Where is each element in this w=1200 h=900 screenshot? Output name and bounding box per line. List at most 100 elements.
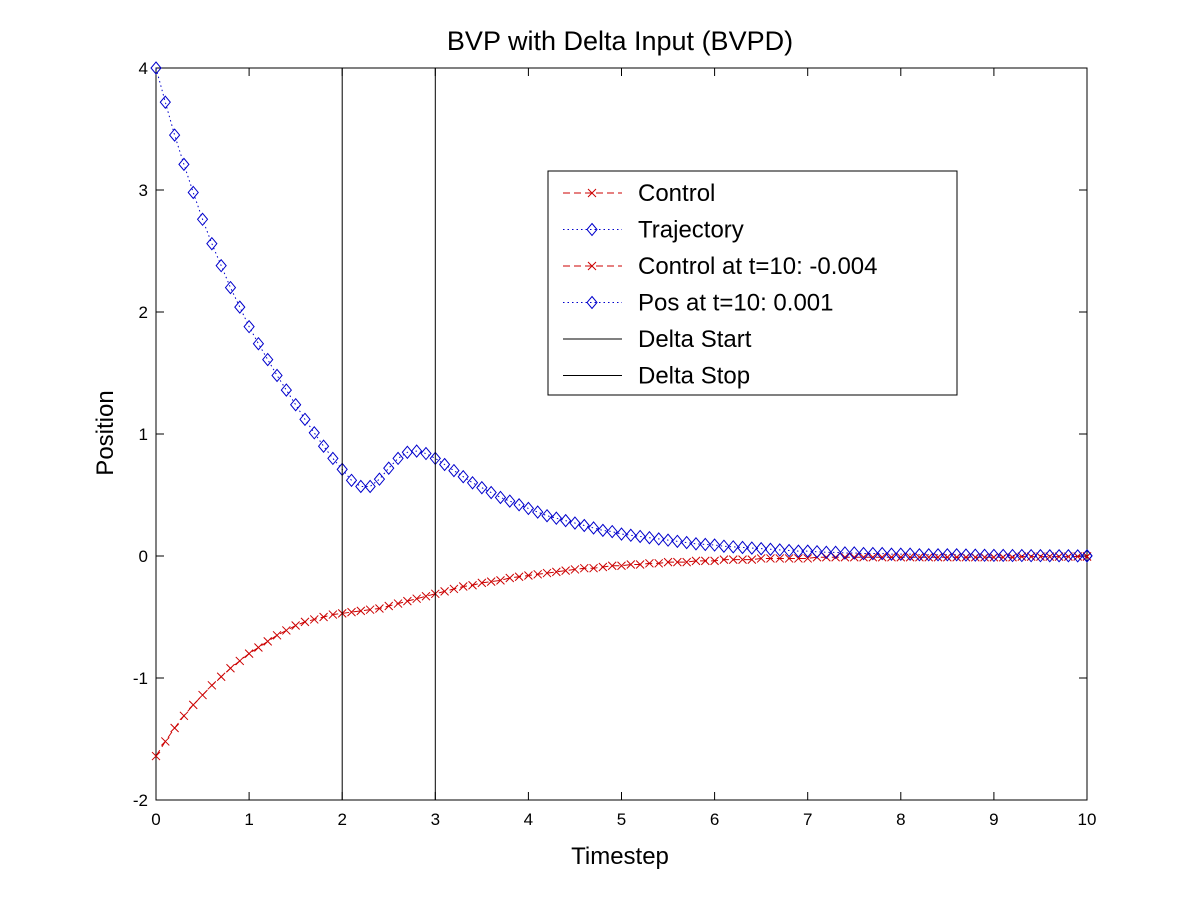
data-point <box>522 501 535 516</box>
data-point <box>365 605 375 615</box>
legend-label: Control <box>638 180 715 207</box>
data-point <box>598 562 608 572</box>
data-point <box>775 554 785 563</box>
data-point <box>496 576 505 585</box>
legend-label: Control at t=10: -0.004 <box>638 253 877 280</box>
legend-item: Pos at t=10: 0.001 <box>563 290 833 317</box>
data-point <box>951 547 963 562</box>
data-point <box>170 723 179 733</box>
data-point <box>803 554 813 563</box>
data-point <box>606 524 618 539</box>
y-tick-label: 1 <box>139 425 148 444</box>
axes: 0 1 2 3 4 5 6 7 8 9 10 -2 -1 0 1 2 3 4 <box>133 59 1097 829</box>
data-point <box>764 542 777 557</box>
data-point <box>262 352 274 367</box>
data-point <box>859 552 868 562</box>
data-point <box>653 532 665 546</box>
data-point <box>876 546 888 561</box>
data-point <box>215 258 227 273</box>
data-point <box>1036 552 1045 561</box>
chart-title: BVP with Delta Input (BVPD) <box>447 26 793 56</box>
data-point <box>289 397 302 412</box>
x-tick-label: 1 <box>244 810 253 829</box>
data-point <box>317 439 330 453</box>
data-point <box>355 479 367 494</box>
data-point <box>412 594 422 604</box>
x-tick-label: 9 <box>989 810 998 829</box>
legend-swatch-marker <box>587 261 597 271</box>
data-point <box>615 527 628 541</box>
data-point <box>392 451 404 466</box>
data-point <box>597 523 609 538</box>
data-point <box>663 557 673 567</box>
data-point <box>252 336 265 351</box>
data-point <box>559 513 572 528</box>
data-point <box>784 554 794 563</box>
data-point <box>383 461 395 475</box>
data-point <box>589 563 598 573</box>
data-point <box>617 561 626 571</box>
data-point <box>933 552 943 562</box>
data-point <box>1008 552 1017 562</box>
data-point <box>626 560 636 569</box>
data-point <box>727 540 739 554</box>
x-tick-label: 2 <box>337 810 346 829</box>
data-point <box>587 521 600 535</box>
data-point <box>403 596 412 606</box>
legend-item: Trajectory <box>563 217 744 244</box>
data-point <box>458 582 468 591</box>
data-point <box>643 530 656 545</box>
data-point <box>561 566 570 575</box>
data-point <box>970 552 980 562</box>
data-point <box>1026 552 1036 561</box>
data-point <box>802 544 814 558</box>
data-point <box>347 607 356 617</box>
plot-area <box>150 61 1093 800</box>
data-point <box>969 548 981 562</box>
data-point <box>235 656 245 666</box>
data-point <box>448 463 460 478</box>
data-point <box>848 546 860 560</box>
data-point <box>375 604 384 613</box>
data-point <box>1044 548 1056 563</box>
data-point <box>466 476 479 490</box>
data-point <box>569 516 581 530</box>
data-point <box>895 547 907 561</box>
data-point <box>384 601 394 611</box>
data-point <box>401 445 414 460</box>
data-point <box>700 556 710 566</box>
data-point <box>179 711 189 721</box>
data-point <box>746 541 758 555</box>
data-point <box>719 555 729 565</box>
data-point <box>924 552 934 562</box>
data-point <box>504 494 516 508</box>
data-point <box>505 573 515 583</box>
data-point <box>356 606 366 616</box>
data-point <box>570 565 580 574</box>
y-tick-label: 2 <box>139 303 148 322</box>
data-point <box>988 548 1000 563</box>
data-point <box>291 621 301 630</box>
legend-item: Control <box>563 180 715 207</box>
data-point <box>541 508 553 523</box>
data-point <box>373 472 386 486</box>
data-point <box>188 700 198 710</box>
data-point <box>1016 548 1028 563</box>
data-point <box>1034 548 1047 563</box>
data-point <box>234 300 246 314</box>
data-point <box>718 539 730 554</box>
data-point <box>980 552 989 562</box>
data-point <box>635 560 645 569</box>
data-point <box>941 547 954 562</box>
data-point <box>766 554 775 563</box>
data-point <box>961 552 971 562</box>
data-point <box>280 383 292 397</box>
legend-label: Pos at t=10: 0.001 <box>638 290 833 317</box>
legend-label: Delta Stop <box>638 363 750 390</box>
data-point <box>905 552 915 562</box>
data-point <box>550 511 562 525</box>
data-point <box>710 556 719 566</box>
data-point <box>691 556 701 566</box>
data-point <box>708 538 721 552</box>
